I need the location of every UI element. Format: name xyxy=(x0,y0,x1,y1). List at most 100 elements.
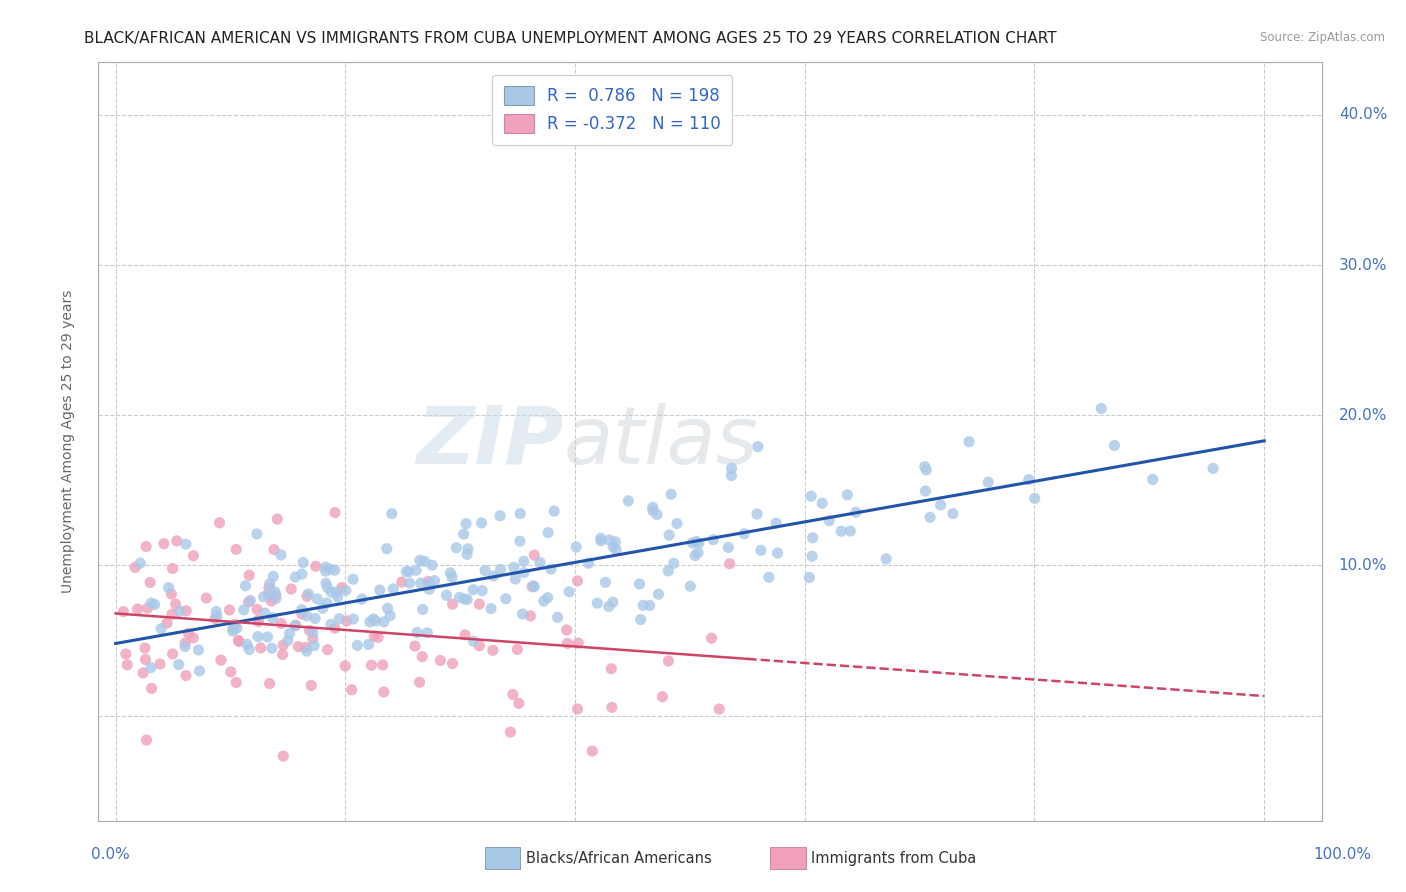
Point xyxy=(174,537,197,551)
Point xyxy=(292,556,315,570)
Point xyxy=(408,675,430,690)
Point xyxy=(247,613,270,627)
Point xyxy=(302,639,325,653)
Text: 20.0%: 20.0% xyxy=(1339,408,1388,423)
Point xyxy=(357,637,380,651)
Point xyxy=(204,612,226,626)
Point xyxy=(219,665,242,679)
Point xyxy=(457,541,479,556)
Point xyxy=(547,610,569,624)
Legend: R =  0.786   N = 198, R = -0.372   N = 110: R = 0.786 N = 198, R = -0.372 N = 110 xyxy=(492,75,733,145)
Point xyxy=(174,604,197,618)
Point xyxy=(264,588,287,602)
Point xyxy=(765,516,787,530)
Point xyxy=(350,592,373,607)
Point xyxy=(315,560,337,574)
Point xyxy=(157,581,180,595)
Point xyxy=(446,541,468,555)
Point xyxy=(702,533,724,547)
Point xyxy=(463,634,485,648)
Point xyxy=(567,702,589,716)
Point xyxy=(519,609,541,624)
Point xyxy=(406,625,429,640)
Point xyxy=(174,636,197,650)
Point xyxy=(143,598,166,612)
Point xyxy=(602,540,624,554)
Point xyxy=(319,562,342,576)
Point xyxy=(222,622,245,636)
Point xyxy=(1018,473,1040,487)
Point xyxy=(135,652,157,666)
Point xyxy=(311,601,333,615)
Point xyxy=(330,581,353,595)
Point xyxy=(720,461,742,475)
Point xyxy=(733,526,755,541)
Point xyxy=(156,615,179,630)
Point xyxy=(717,541,740,555)
Point xyxy=(977,475,1000,490)
Point xyxy=(218,603,240,617)
Point xyxy=(456,592,478,607)
Point xyxy=(205,605,228,619)
Point xyxy=(456,516,478,531)
Point xyxy=(291,607,314,621)
Point xyxy=(818,514,841,528)
Point xyxy=(165,597,187,611)
Point xyxy=(600,700,623,714)
Point xyxy=(453,527,475,541)
Point xyxy=(578,556,600,570)
Point xyxy=(508,696,530,710)
Point xyxy=(335,583,357,598)
Point xyxy=(1024,491,1046,506)
Point xyxy=(284,618,307,632)
Point xyxy=(630,613,652,627)
Point xyxy=(567,636,589,650)
Point xyxy=(136,601,159,615)
Text: 100.0%: 100.0% xyxy=(1313,847,1371,862)
Point xyxy=(360,658,382,673)
Point xyxy=(523,548,546,562)
Point xyxy=(839,524,862,538)
Point xyxy=(495,591,517,606)
Point xyxy=(416,626,439,640)
Point xyxy=(482,569,505,583)
Point xyxy=(423,574,446,588)
Point xyxy=(605,542,627,557)
Point xyxy=(801,549,824,564)
Point xyxy=(1104,438,1126,452)
Point xyxy=(685,534,707,549)
Point xyxy=(647,587,669,601)
Point xyxy=(174,668,197,682)
Point xyxy=(238,568,260,582)
Point xyxy=(381,507,404,521)
Point xyxy=(441,657,464,671)
Point xyxy=(124,560,146,574)
Point xyxy=(277,633,299,648)
Point xyxy=(160,607,183,622)
Point xyxy=(688,536,710,550)
Point xyxy=(236,637,259,651)
Point xyxy=(537,525,560,540)
Point xyxy=(686,546,709,560)
Point xyxy=(468,639,491,653)
Point xyxy=(139,660,162,674)
Point xyxy=(239,593,262,607)
Point xyxy=(315,596,337,610)
Point xyxy=(628,577,651,591)
Point xyxy=(301,632,323,646)
Point xyxy=(259,676,281,690)
Point xyxy=(167,657,190,672)
Point xyxy=(565,540,588,554)
Point xyxy=(418,582,440,597)
Point xyxy=(657,654,679,668)
Point xyxy=(371,657,394,672)
Point xyxy=(323,506,346,520)
Point xyxy=(270,616,292,631)
Point xyxy=(183,549,205,563)
Point xyxy=(363,612,385,626)
Point xyxy=(471,583,494,598)
Point xyxy=(502,560,524,574)
Point xyxy=(659,487,682,501)
Point xyxy=(188,664,211,678)
Point xyxy=(284,570,307,584)
